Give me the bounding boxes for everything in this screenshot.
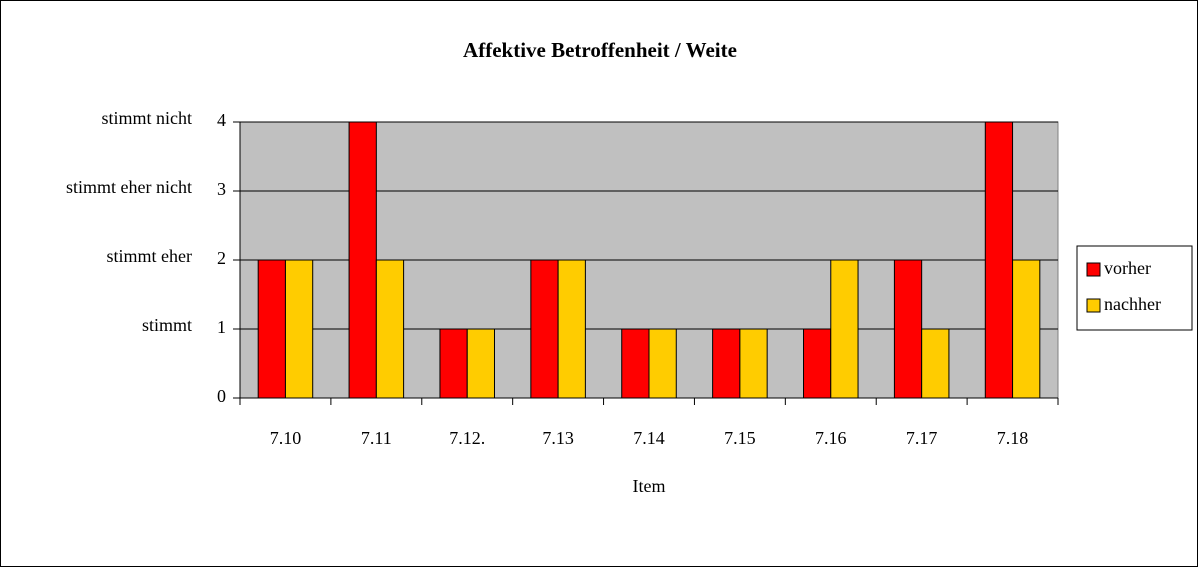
bar (1012, 259, 1041, 399)
bar (621, 328, 650, 399)
chart-title: Affektive Betroffenheit / Weite (463, 38, 737, 62)
y-tick-label: 2 (217, 248, 226, 268)
x-tick-label: 7.18 (997, 428, 1029, 448)
bar (712, 328, 741, 399)
x-tick-label: 7.11 (361, 428, 392, 448)
y-tick-label: 3 (217, 179, 226, 199)
bar (348, 121, 377, 399)
bar (984, 121, 1014, 399)
legend-swatch (1086, 262, 1101, 277)
y-tick-label: 4 (217, 110, 226, 130)
legend-label: vorher (1104, 258, 1151, 278)
bar (648, 328, 677, 399)
bar (921, 328, 950, 399)
bar (557, 259, 586, 399)
legend-box (1076, 245, 1193, 331)
bar (530, 259, 559, 399)
x-tick-label: 7.17 (906, 428, 938, 448)
bar (803, 328, 832, 399)
bar (439, 328, 468, 399)
x-tick-label: 7.10 (270, 428, 302, 448)
x-tick-label: 7.15 (724, 428, 756, 448)
y-level-label: stimmt eher (107, 246, 192, 266)
y-level-label: stimmt eher nicht (66, 177, 192, 197)
bar (739, 328, 768, 399)
y-tick-label: 0 (217, 386, 226, 406)
x-axis-label: Item (633, 476, 666, 496)
bar (893, 259, 923, 399)
bar (284, 259, 314, 399)
x-tick-label: 7.12. (449, 428, 485, 448)
x-tick-label: 7.14 (633, 428, 665, 448)
bar (257, 259, 286, 399)
y-level-label: stimmt (142, 315, 192, 335)
legend-swatch (1086, 298, 1101, 313)
y-level-label: stimmt nicht (101, 108, 192, 128)
x-tick-label: 7.13 (542, 428, 574, 448)
legend-label: nachher (1104, 294, 1161, 314)
bar (830, 259, 859, 399)
y-tick-label: 1 (217, 317, 226, 337)
bar (375, 259, 405, 399)
x-tick-label: 7.16 (815, 428, 847, 448)
bar (466, 328, 495, 399)
